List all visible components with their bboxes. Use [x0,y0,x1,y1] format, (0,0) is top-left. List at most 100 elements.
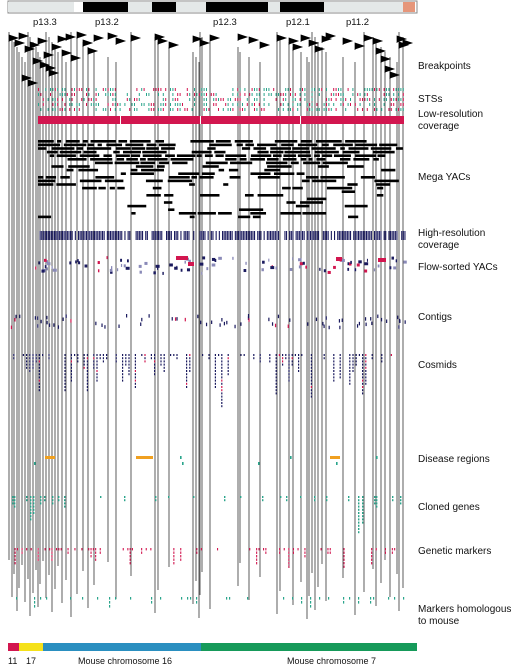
breakpoint-flag [43,51,55,59]
cosmid [339,354,341,356]
cosmid [160,363,162,366]
sts-mark [148,93,150,96]
mouse-chr7-segment [201,643,417,651]
cosmid [122,373,124,376]
genetic-marker [343,555,345,558]
cloned-gene [358,496,360,498]
flow-sorted-yac [186,268,191,272]
flow-sorted-yac [268,258,270,262]
cosmid [221,379,223,382]
cosmid [125,363,127,366]
mega-yac [295,204,310,208]
breakpoint-flag [375,47,387,55]
mega-yac [341,190,355,193]
mega-yac [57,140,62,143]
genetic-markers [14,548,396,568]
cosmid [355,363,357,366]
cosmid [275,354,277,356]
sts-mark [134,98,135,101]
high-resolution-coverage [228,231,230,240]
cloned-gene [30,518,32,521]
flow-sorted-yac [120,258,123,262]
cosmid [269,360,271,363]
mega-yac [306,197,327,201]
cloned-gene [326,496,328,498]
high-resolution-coverage [42,231,44,240]
high-resolution-coverage [135,231,137,240]
cosmid [64,379,66,382]
flow-sorted-yac [323,269,326,273]
sts-mark [162,103,164,106]
genetic-marker [99,548,101,551]
mega-yac [125,143,144,147]
cosmid [365,363,367,366]
cloned-gene [52,499,54,502]
sts-mark [359,93,361,96]
sts-mark [297,103,299,106]
cosmid [365,360,367,363]
high-resolution-coverage [102,231,104,240]
flow-sorted-yac [44,265,47,269]
cloned-gene [400,496,402,498]
cosmid [282,354,284,356]
genetic-marker [67,548,69,551]
mega-yac [241,147,251,150]
genetic-marker [327,548,329,551]
breakpoint-flag [276,34,288,42]
cosmid [298,370,300,372]
mouse-homologous-marker [196,597,198,600]
sts-mark [177,98,179,101]
sts-mark [62,98,63,101]
cosmid [186,370,188,372]
high-resolution-coverage [183,231,185,240]
genetic-marker [288,558,290,561]
contig [46,320,48,325]
flow-sorted-yac [395,259,398,263]
mega-yacs [38,140,403,219]
sts-mark [294,98,296,101]
cosmid [128,366,130,369]
cosmid [86,370,88,372]
genetic-marker [292,548,294,551]
genetic-marker [217,548,219,551]
flow-sorted-yac [336,257,342,261]
mega-yac [79,154,100,157]
cosmid [362,379,364,382]
sts-mark [52,88,54,91]
sts-mark [350,103,351,106]
contig [37,324,39,328]
sts-mark [203,108,205,111]
cosmid [160,360,162,363]
flow-sorted-yac [275,266,278,270]
cosmid [176,354,178,356]
flow-sorted-yac [46,260,48,264]
mega-yac [95,176,115,179]
cloned-gene [362,521,364,524]
mega-yac [270,150,284,154]
cloned-gene [33,508,35,511]
breakpoint-flag [27,79,39,87]
sts-mark [393,98,395,101]
cosmid [86,366,88,369]
cosmid [70,357,72,360]
mega-yac [87,143,95,147]
mega-yac [373,158,379,161]
contig [57,325,60,329]
genetic-marker [180,548,182,551]
cosmid [186,357,188,360]
mega-yac [115,147,131,150]
sts-mark [304,98,306,101]
sts-mark [95,98,97,101]
sts-mark [335,93,337,96]
cosmid [189,366,191,369]
mega-yac [344,204,368,208]
genetic-marker [329,548,331,551]
cosmid [186,376,188,379]
mega-yac [214,150,226,154]
sts-mark [210,93,212,96]
cloned-gene [14,496,16,498]
cosmid [83,366,85,369]
cosmid [285,357,287,360]
cosmid [122,376,124,379]
mouse-homologous-marker [34,605,36,608]
